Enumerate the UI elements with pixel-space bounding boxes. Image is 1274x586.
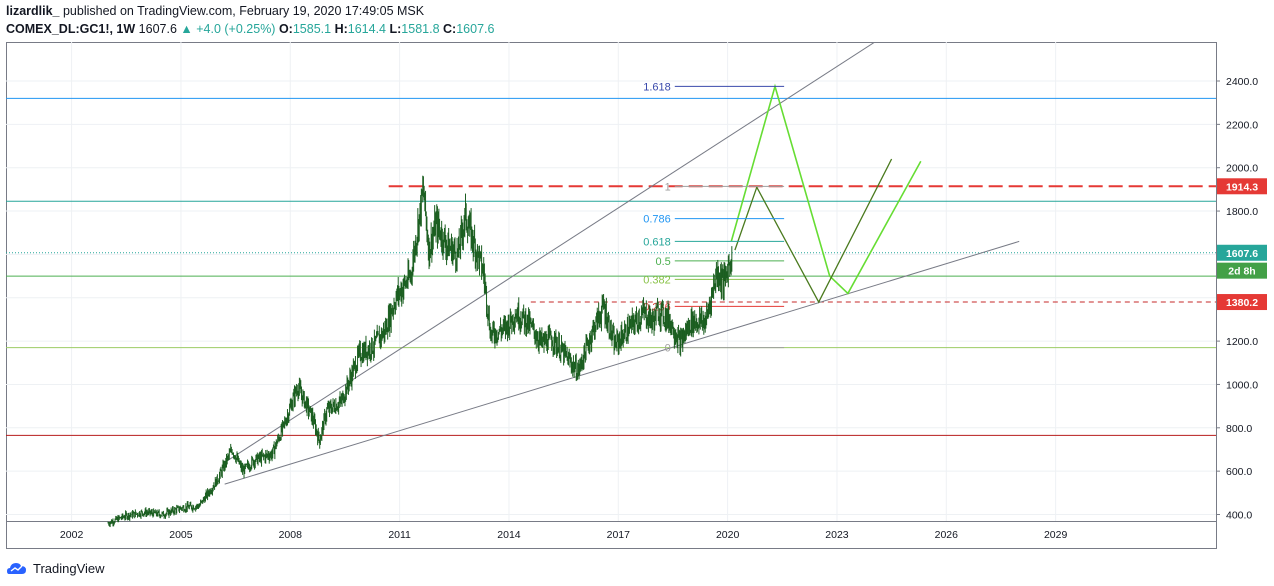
grid-layer <box>6 42 1216 521</box>
open-label: O: <box>278 22 293 36</box>
price-change: +4.0 (+0.25%) <box>196 22 276 36</box>
x-tick-label: 2011 <box>388 529 411 541</box>
price-axis-label: 2d 8h <box>1228 266 1255 278</box>
price-axis-label-bg <box>1217 262 1267 279</box>
close-label: C: <box>443 22 457 36</box>
author-name[interactable]: lizardlik_ <box>6 4 60 18</box>
trend-drawings <box>224 42 1020 485</box>
publication-info: lizardlik_ published on TradingView.com,… <box>6 4 424 18</box>
y-tick-label: 2400.0 <box>1226 76 1258 88</box>
y-tick-label: 2200.0 <box>1226 119 1258 131</box>
price-axis-label-bg <box>1217 294 1267 311</box>
fib-level-label: 1 <box>665 181 671 193</box>
footer: TradingView <box>6 558 105 578</box>
y-tick-label: 1000.0 <box>1226 379 1258 391</box>
y-tick-label: 600.0 <box>1226 466 1252 478</box>
open-value: 1585.1 <box>292 22 332 36</box>
price-axis-label-bg <box>1217 178 1267 195</box>
close-value: 1607.6 <box>456 22 495 36</box>
ohlc-bar: COMEX_DL:GC1!, 1W 1607.6 ▲ +4.0 (+0.25%)… <box>6 22 494 36</box>
channel-lower-line <box>224 240 1020 485</box>
tradingview-logo-icon[interactable] <box>6 560 28 576</box>
published-text: published on TradingView.com, February 1… <box>59 4 425 18</box>
price-labels: 1914.3 1607.6 2d 8h 1380.2 <box>1217 178 1267 311</box>
price-axis-label: 1607.6 <box>1226 248 1258 260</box>
y-tick-label: 1200.0 <box>1226 336 1258 348</box>
price-axis-label: 1380.2 <box>1226 297 1258 309</box>
x-tick-label: 2020 <box>716 529 740 541</box>
x-tick-label: 2017 <box>607 529 631 541</box>
y-tick-label: 400.0 <box>1226 509 1252 521</box>
x-tick-label: 2014 <box>497 529 521 541</box>
low-value: 1581.8 <box>401 22 440 36</box>
fib-level-label: 1.618 <box>643 81 671 93</box>
x-tick-label: 2002 <box>60 529 84 541</box>
horizontal-levels <box>6 97 1216 436</box>
bullish-projection-path <box>730 83 922 295</box>
x-tick-label: 2023 <box>825 529 849 541</box>
fib-level-label: 0.5 <box>655 256 670 268</box>
high-label: H: <box>334 22 348 36</box>
last-price: 1607.6 <box>138 22 177 36</box>
plot-area-border <box>6 42 1217 549</box>
high-value: 1614.4 <box>347 22 386 36</box>
x-tick-label: 2008 <box>279 529 303 541</box>
y-tick-label: 800.0 <box>1226 423 1252 435</box>
x-tick-label: 2005 <box>169 529 193 541</box>
low-label: L: <box>389 22 402 36</box>
symbol-label: COMEX_DL:GC1!, 1W <box>6 22 136 36</box>
price-axis-label-bg <box>1217 244 1267 261</box>
price-candles <box>107 175 733 528</box>
y-tick-label: 1800.0 <box>1226 206 1258 218</box>
price-axis-label: 1914.3 <box>1226 181 1258 193</box>
fib-level-label: 0 <box>665 343 671 355</box>
fib-level-label: 0.618 <box>643 236 671 248</box>
fib-level-label: 0.786 <box>643 214 671 226</box>
y-tick-label: 2000.0 <box>1226 163 1258 175</box>
x-tick-label: 2026 <box>935 529 959 541</box>
x-tick-label: 2029 <box>1044 529 1068 541</box>
fib-level-label: 0.382 <box>643 274 671 286</box>
change-arrow-icon: ▲ <box>180 22 193 36</box>
brand-name[interactable]: TradingView <box>33 560 105 576</box>
